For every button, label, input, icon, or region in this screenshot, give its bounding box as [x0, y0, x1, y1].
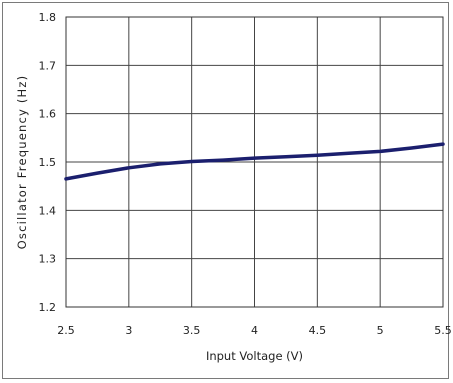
x-tick-label: 4.5: [309, 324, 327, 337]
y-tick-label: 1.2: [39, 301, 57, 314]
y-axis-title: Oscillator Frequency (Hz): [15, 75, 29, 250]
series-group: [64, 142, 445, 181]
plot-area: [65, 16, 444, 308]
x-axis-title: Input Voltage (V): [206, 349, 303, 363]
x-tick-label: 3.5: [183, 324, 201, 337]
x-tick-label: 5.5: [434, 324, 452, 337]
x-tick-labels: 2.5 3 3.5 4 4.5 5 5.5: [57, 324, 452, 337]
x-tick-label: 2.5: [57, 324, 75, 337]
y-tick-label: 1.5: [39, 156, 57, 169]
y-tick-label: 1.4: [39, 204, 57, 217]
y-tick-label: 1.3: [39, 253, 57, 266]
y-tick-label: 1.6: [39, 108, 57, 121]
x-tick-label: 5: [377, 324, 384, 337]
x-tick-label: 4: [251, 324, 258, 337]
x-tick-label: 3: [125, 324, 132, 337]
grid: [65, 16, 444, 308]
y-tick-labels: 1.2 1.3 1.4 1.5 1.6 1.7 1.8: [39, 11, 57, 314]
y-tick-label: 1.8: [39, 11, 57, 24]
y-tick-label: 1.7: [39, 59, 57, 72]
series-line: [64, 142, 445, 181]
